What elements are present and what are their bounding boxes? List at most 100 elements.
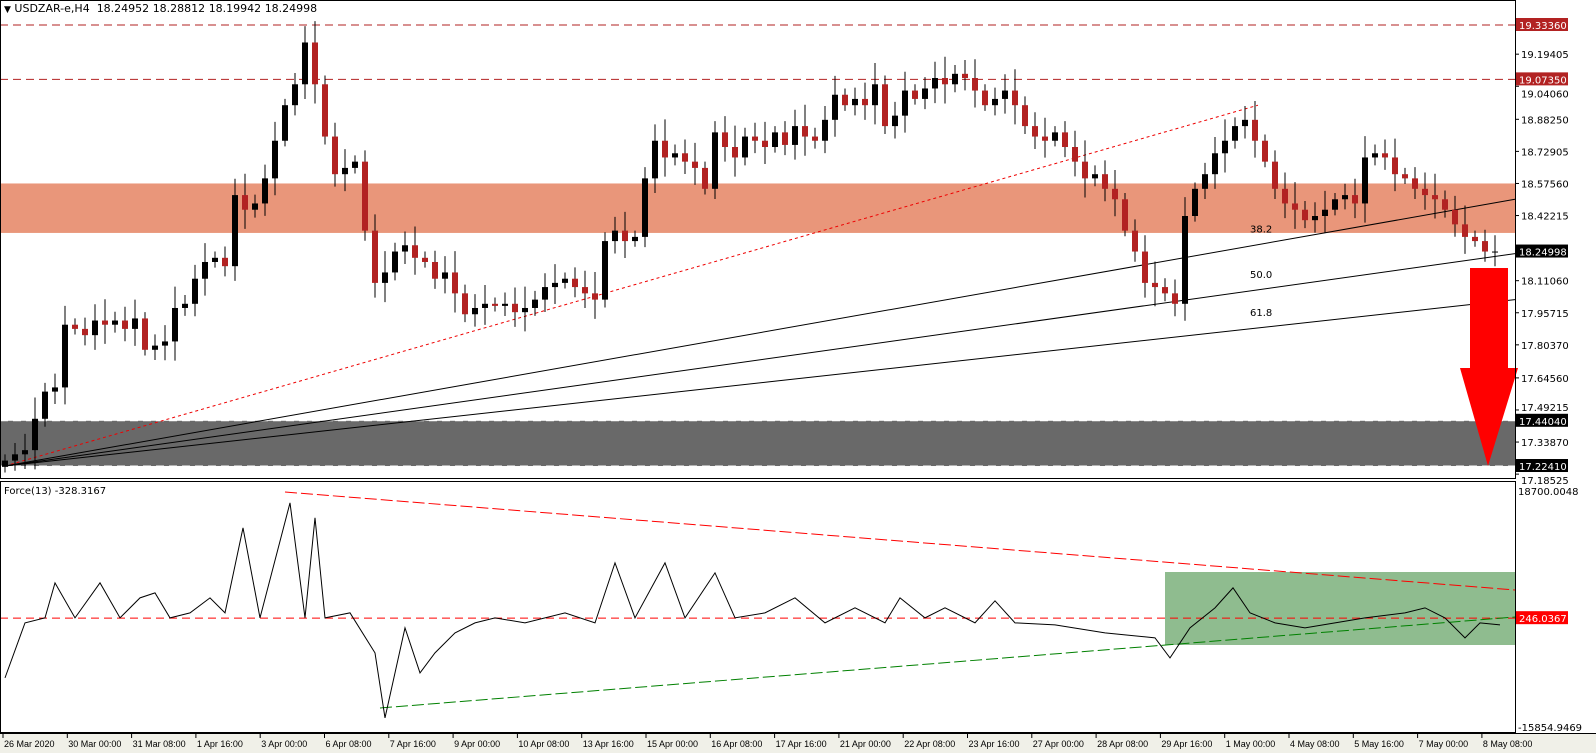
candle — [1422, 172, 1428, 210]
candle-body — [262, 178, 268, 204]
candle — [322, 75, 328, 145]
price-tick-label: 18.57560 — [1521, 179, 1569, 190]
candle-body — [1132, 230, 1138, 252]
time-tick-label: 9 Apr 00:00 — [454, 739, 500, 749]
candle-body — [752, 136, 758, 141]
candle-body — [42, 391, 48, 419]
candle — [842, 88, 848, 111]
fib-fan-label: 61.8 — [1250, 308, 1272, 319]
candle-body — [1082, 161, 1088, 179]
candle-body — [182, 303, 188, 308]
candle — [782, 121, 788, 156]
candle-body — [1372, 153, 1378, 158]
candle — [302, 26, 308, 99]
candle-body — [1402, 174, 1408, 179]
price-highlight-bg — [1516, 413, 1568, 427]
candle-body — [152, 345, 158, 350]
candle — [882, 75, 888, 135]
candle-body — [972, 78, 978, 91]
candle — [502, 292, 508, 317]
price-tick-label: 17.64560 — [1521, 374, 1569, 385]
time-tick-label: 26 Mar 2020 — [4, 739, 55, 749]
candle-body — [1282, 188, 1288, 204]
candle-body — [1222, 140, 1228, 154]
candle-body — [1232, 126, 1238, 141]
candle-body — [1112, 188, 1118, 200]
candle — [112, 311, 118, 333]
high-price: 18.28812 — [152, 2, 206, 15]
collapse-arrow-icon[interactable]: ▼ — [4, 5, 11, 15]
candle — [812, 127, 818, 149]
candle-body — [892, 115, 898, 127]
candle — [1362, 136, 1368, 223]
candle — [92, 304, 98, 350]
candle — [982, 84, 988, 111]
force-axis-min: -15854.9469 — [1518, 723, 1582, 734]
candle — [1332, 193, 1338, 216]
candle-body — [682, 153, 688, 162]
candle-body — [1382, 153, 1388, 158]
time-tick-label: 28 Apr 08:00 — [1097, 739, 1148, 749]
candle-body — [1422, 188, 1428, 196]
force-pane — [0, 491, 1516, 718]
candle-body — [822, 119, 828, 141]
time-tick-label: 31 Mar 08:00 — [133, 739, 186, 749]
candle-body — [612, 230, 618, 242]
candle-body — [1262, 140, 1268, 162]
price-tick-label: 18.42215 — [1521, 212, 1569, 223]
price-tick-label: 19.19405 — [1521, 50, 1569, 61]
candle — [1292, 182, 1298, 229]
candle-body — [1442, 199, 1448, 210]
candle — [1052, 126, 1058, 147]
candle-body — [82, 328, 88, 336]
candle — [1262, 134, 1268, 168]
candle-body — [412, 245, 418, 258]
candle-body — [622, 230, 628, 242]
candle — [1432, 173, 1438, 219]
candle — [852, 87, 858, 116]
candle — [422, 251, 428, 268]
time-tick-label: 27 Apr 00:00 — [1033, 739, 1084, 749]
time-tick-label: 21 Apr 00:00 — [840, 739, 891, 749]
candle — [312, 21, 318, 104]
candle-body — [652, 140, 658, 179]
candle — [642, 167, 648, 248]
price-highlight-label: 17.22410 — [1519, 462, 1567, 473]
candle — [162, 325, 168, 361]
price-tick-label: 17.33870 — [1521, 438, 1569, 449]
candle-body — [1452, 209, 1458, 225]
candle-body — [462, 293, 468, 315]
candle — [2, 454, 8, 473]
candle-body — [842, 94, 848, 106]
candle — [202, 243, 208, 296]
candle-body — [1192, 188, 1198, 216]
force-index-line — [4, 502, 1501, 718]
candle-body — [472, 307, 478, 315]
candle-body — [452, 272, 458, 294]
time-tick-label: 22 Apr 08:00 — [904, 739, 955, 749]
candle — [492, 297, 498, 312]
candle — [1022, 96, 1028, 135]
candle — [252, 194, 258, 218]
candle-body — [492, 303, 498, 306]
candle-body — [702, 167, 708, 189]
candle — [892, 101, 898, 139]
candle — [1062, 121, 1068, 158]
candle — [362, 150, 368, 241]
candle — [1142, 235, 1148, 298]
price-tick-label: 18.72905 — [1521, 147, 1569, 158]
candle — [712, 121, 718, 199]
candle-body — [542, 287, 548, 300]
candle-body — [832, 94, 838, 120]
candle-body — [1362, 157, 1368, 204]
candle-body — [782, 132, 788, 145]
time-tick-label: 15 Apr 00:00 — [647, 739, 698, 749]
candle-body — [552, 282, 558, 288]
candle — [872, 62, 878, 125]
candle-body — [1142, 251, 1148, 283]
fib-fan-line-61.8 — [4, 299, 1516, 467]
candle-body — [1252, 119, 1258, 141]
candle-body — [772, 132, 778, 148]
candle-body — [1032, 126, 1038, 137]
